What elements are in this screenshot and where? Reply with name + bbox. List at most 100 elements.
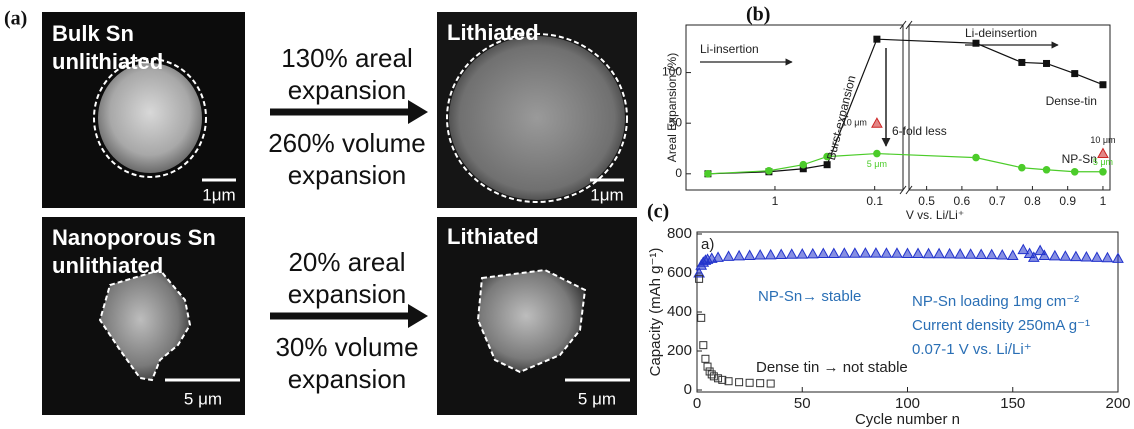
data-point	[817, 247, 830, 258]
y-tick-label: 200	[667, 342, 692, 359]
data-point	[766, 379, 775, 388]
data-point	[709, 372, 718, 381]
data-point	[1080, 250, 1093, 262]
x-tick-label: 0	[693, 395, 701, 412]
data-point	[806, 247, 819, 259]
annotation: 6-fold less	[892, 124, 947, 138]
data-point	[1038, 249, 1051, 260]
data-point	[870, 247, 882, 258]
particle	[478, 270, 585, 372]
point-label: 10 μm	[1090, 135, 1115, 145]
annotation: Current density 250mA g⁻¹	[912, 317, 1090, 334]
data-point	[735, 378, 744, 387]
data-point	[996, 249, 1009, 260]
data-point	[964, 248, 977, 259]
x-tick-label: 0.5	[918, 194, 935, 208]
data-point	[754, 249, 766, 260]
data-point	[912, 247, 924, 258]
arrow-text: 20% areal	[288, 247, 405, 277]
data-point	[943, 247, 956, 259]
y-tick-label: 0	[675, 166, 682, 180]
y-tick-label: 0	[684, 381, 692, 398]
data-point	[745, 378, 754, 387]
x-tick-label: 100	[895, 395, 920, 412]
image-label: Lithiated	[447, 20, 539, 45]
data-point	[1099, 81, 1107, 89]
data-point	[871, 117, 883, 128]
data-point	[799, 165, 807, 173]
annotation: Li-deinsertion	[965, 26, 1037, 40]
y-tick-label: 100	[662, 65, 682, 79]
scale-label: 5 μm	[578, 389, 616, 408]
data-point	[1071, 70, 1079, 78]
data-point	[704, 170, 712, 178]
size-label: 5 μm	[867, 159, 887, 169]
data-point	[823, 152, 831, 161]
x-tick-label: 1	[1100, 194, 1107, 208]
panel-label: (b)	[746, 4, 770, 26]
image-label: Nanoporous Sn	[52, 225, 216, 250]
image-label: unlithiated	[52, 253, 163, 278]
x-tick-label: 150	[1000, 395, 1025, 412]
x-tick-label: 0.7	[989, 194, 1006, 208]
data-point	[1006, 249, 1019, 260]
size-label: 5 μm	[1093, 157, 1113, 167]
arrow-head	[408, 304, 428, 328]
data-point	[785, 248, 798, 259]
data-point	[1059, 250, 1072, 261]
annotation: 0.07-1 V vs. Li/Li⁺	[912, 341, 1032, 358]
plot-frame	[685, 24, 904, 191]
data-point	[775, 248, 788, 259]
annotation: Dense tin → not stable	[756, 359, 908, 376]
data-point	[1018, 58, 1026, 66]
outline	[98, 268, 192, 382]
annotation: NP-Sn loading 1mg cm⁻²	[912, 293, 1079, 310]
data-point	[1112, 252, 1124, 263]
point-label: 10 μm	[842, 118, 867, 128]
x-tick-label: 0.8	[1024, 194, 1041, 208]
connector	[876, 152, 977, 159]
particle	[98, 63, 202, 173]
data-point	[849, 247, 861, 258]
micrographs	[42, 12, 637, 415]
x-tick-label: 200	[1105, 395, 1130, 412]
image-label: Lithiated	[447, 224, 539, 249]
arrow-text: expansion	[288, 279, 407, 309]
series-label: Dense-tin	[1046, 94, 1097, 108]
data-point	[954, 248, 966, 259]
data-point	[703, 362, 712, 371]
x-tick-label: 50	[794, 395, 811, 412]
data-point	[975, 248, 988, 259]
arrow-text: 260% volume	[268, 128, 426, 158]
arrow-text: expansion	[288, 75, 407, 105]
data-point	[1017, 243, 1030, 255]
y-axis-label: Capacity (mAh g⁻¹)	[647, 248, 664, 377]
image-label: unlithiated	[52, 49, 163, 74]
x-tick-label: 0.1	[866, 194, 883, 208]
data-point	[693, 266, 705, 278]
scale-label: 1μm	[590, 185, 623, 204]
data-point	[712, 251, 724, 262]
data-point	[796, 248, 809, 259]
x-axis-label: V vs. Li/Li⁺	[906, 208, 964, 222]
annotation: NP-Sn→ stable	[758, 288, 861, 305]
series-line	[975, 42, 1104, 86]
plot-frame	[908, 24, 1111, 191]
data-point	[733, 249, 745, 261]
data-point	[838, 247, 851, 258]
data-point	[1034, 244, 1046, 256]
data-point	[799, 160, 808, 169]
data-point	[922, 247, 935, 259]
arrow-head	[408, 100, 428, 124]
y-tick-label: 50	[669, 115, 683, 129]
data-point	[705, 367, 714, 376]
arrow-text: expansion	[288, 364, 407, 394]
data-point	[1101, 251, 1114, 263]
data-point	[985, 248, 998, 260]
data-point	[718, 375, 727, 384]
outline	[476, 268, 587, 374]
series-line	[707, 38, 878, 175]
panel-label: (c)	[647, 201, 669, 223]
data-point	[823, 161, 831, 169]
data-point	[697, 313, 706, 322]
